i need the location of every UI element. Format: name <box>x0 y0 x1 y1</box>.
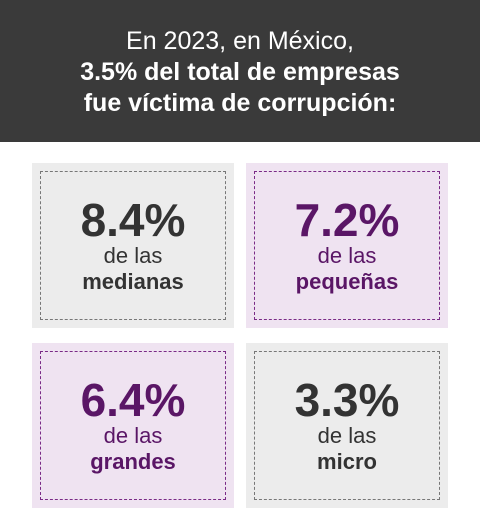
stat-percentage: 7.2% <box>294 193 400 246</box>
dashed-frame: 6.4% de las grandes <box>40 351 226 500</box>
dashed-frame: 7.2% de las pequeñas <box>254 171 440 320</box>
stat-card-pequenas: 7.2% de las pequeñas <box>246 163 448 328</box>
dashed-frame: 8.4% de las medianas <box>40 171 226 320</box>
header-line-1: En 2023, en México, <box>126 27 354 55</box>
stat-company-size: grandes <box>90 448 176 474</box>
stat-company-size: medianas <box>82 268 184 294</box>
stat-percentage: 8.4% <box>80 193 186 246</box>
header-banner: En 2023, en México, 3.5% del total de em… <box>0 0 480 142</box>
stat-connector: de las <box>317 422 377 448</box>
stat-connector: de las <box>103 422 163 448</box>
stat-connector: de las <box>317 242 377 268</box>
stat-percentage: 3.3% <box>294 373 400 426</box>
header-line-2: 3.5% del total de empresas <box>80 58 400 86</box>
stat-company-size: micro <box>317 448 377 474</box>
stat-connector: de las <box>103 242 163 268</box>
stat-company-size: pequeñas <box>295 268 399 294</box>
stat-card-grandes: 6.4% de las grandes <box>32 343 234 508</box>
stat-card-medianas: 8.4% de las medianas <box>32 163 234 328</box>
dashed-frame: 3.3% de las micro <box>254 351 440 500</box>
stat-card-micro: 3.3% de las micro <box>246 343 448 508</box>
stat-percentage: 6.4% <box>80 373 186 426</box>
header-line-3: fue víctima de corrupción: <box>83 89 397 117</box>
